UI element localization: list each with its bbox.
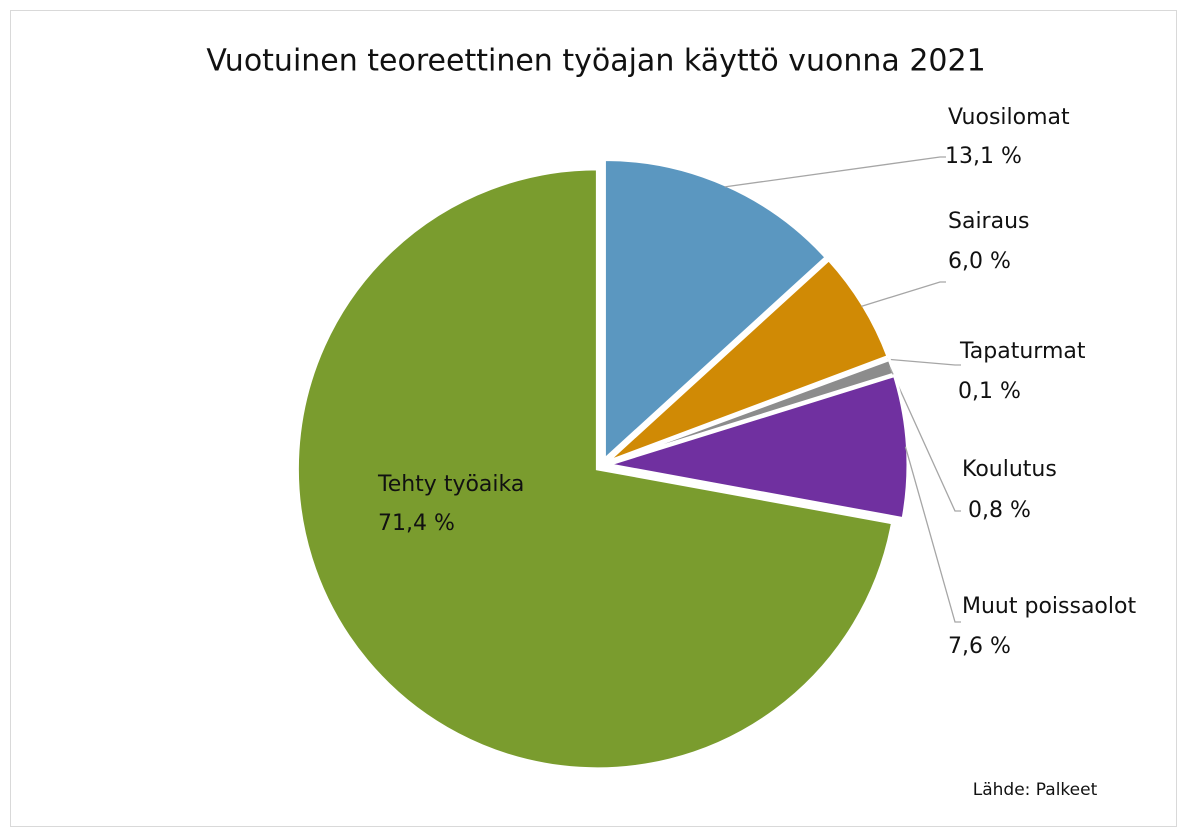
slice-label: Koulutus <box>962 457 1057 482</box>
chart-title: Vuotuinen teoreettinen työajan käyttö vu… <box>206 44 985 79</box>
slice-value-label: 7,6 % <box>948 634 1011 659</box>
slice-value-label: 13,1 % <box>945 144 1022 169</box>
pie-slice <box>607 357 897 465</box>
leader-line <box>724 156 946 188</box>
slice-label: Vuosilomat <box>948 105 1070 130</box>
slice-value-label: 71,4 % <box>378 511 455 536</box>
slice-label: Tehty työaika <box>377 472 524 497</box>
pie-slice <box>607 373 910 521</box>
slice-label: Muut poissaolot <box>962 594 1136 619</box>
source-note: Lähde: Palkeet <box>973 780 1098 800</box>
pie-slice <box>602 158 829 463</box>
slice-label: Tapaturmat <box>959 339 1086 364</box>
pie-slice <box>295 167 895 771</box>
leader-line <box>904 446 961 623</box>
slice-value-label: 0,1 % <box>958 379 1021 404</box>
slice-value-label: 0,8 % <box>968 498 1031 523</box>
leader-line <box>886 358 961 366</box>
slice-value-label: 6,0 % <box>948 249 1011 274</box>
leader-line <box>861 281 946 307</box>
slice-label: Sairaus <box>948 209 1030 234</box>
leader-line <box>889 367 961 512</box>
